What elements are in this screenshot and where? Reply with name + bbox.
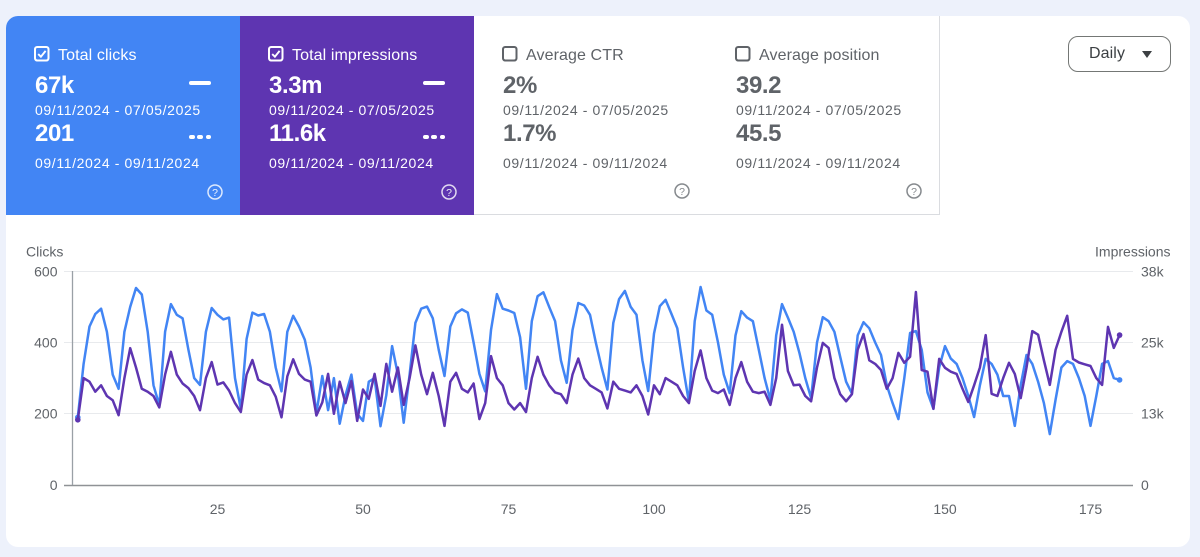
svg-text:75: 75 — [501, 501, 517, 517]
svg-text:100: 100 — [642, 501, 666, 517]
svg-text:38k: 38k — [1141, 263, 1165, 279]
svg-text:400: 400 — [34, 334, 58, 350]
svg-text:?: ? — [446, 187, 452, 199]
svg-text:25: 25 — [210, 501, 226, 517]
svg-text:?: ? — [212, 187, 218, 199]
svg-text:Clicks: Clicks — [26, 244, 63, 260]
svg-text:Impressions: Impressions — [1095, 244, 1170, 260]
svg-text:200: 200 — [34, 405, 58, 421]
svg-text:50: 50 — [355, 501, 371, 517]
svg-text:?: ? — [911, 186, 917, 198]
svg-text:175: 175 — [1079, 501, 1103, 517]
svg-text:600: 600 — [34, 263, 58, 279]
svg-text:0: 0 — [1141, 477, 1149, 493]
svg-text:13k: 13k — [1141, 405, 1165, 421]
svg-text:150: 150 — [933, 501, 957, 517]
svg-text:0: 0 — [50, 477, 58, 493]
svg-text:25k: 25k — [1141, 334, 1165, 350]
svg-text:?: ? — [679, 186, 685, 198]
svg-text:125: 125 — [788, 501, 812, 517]
